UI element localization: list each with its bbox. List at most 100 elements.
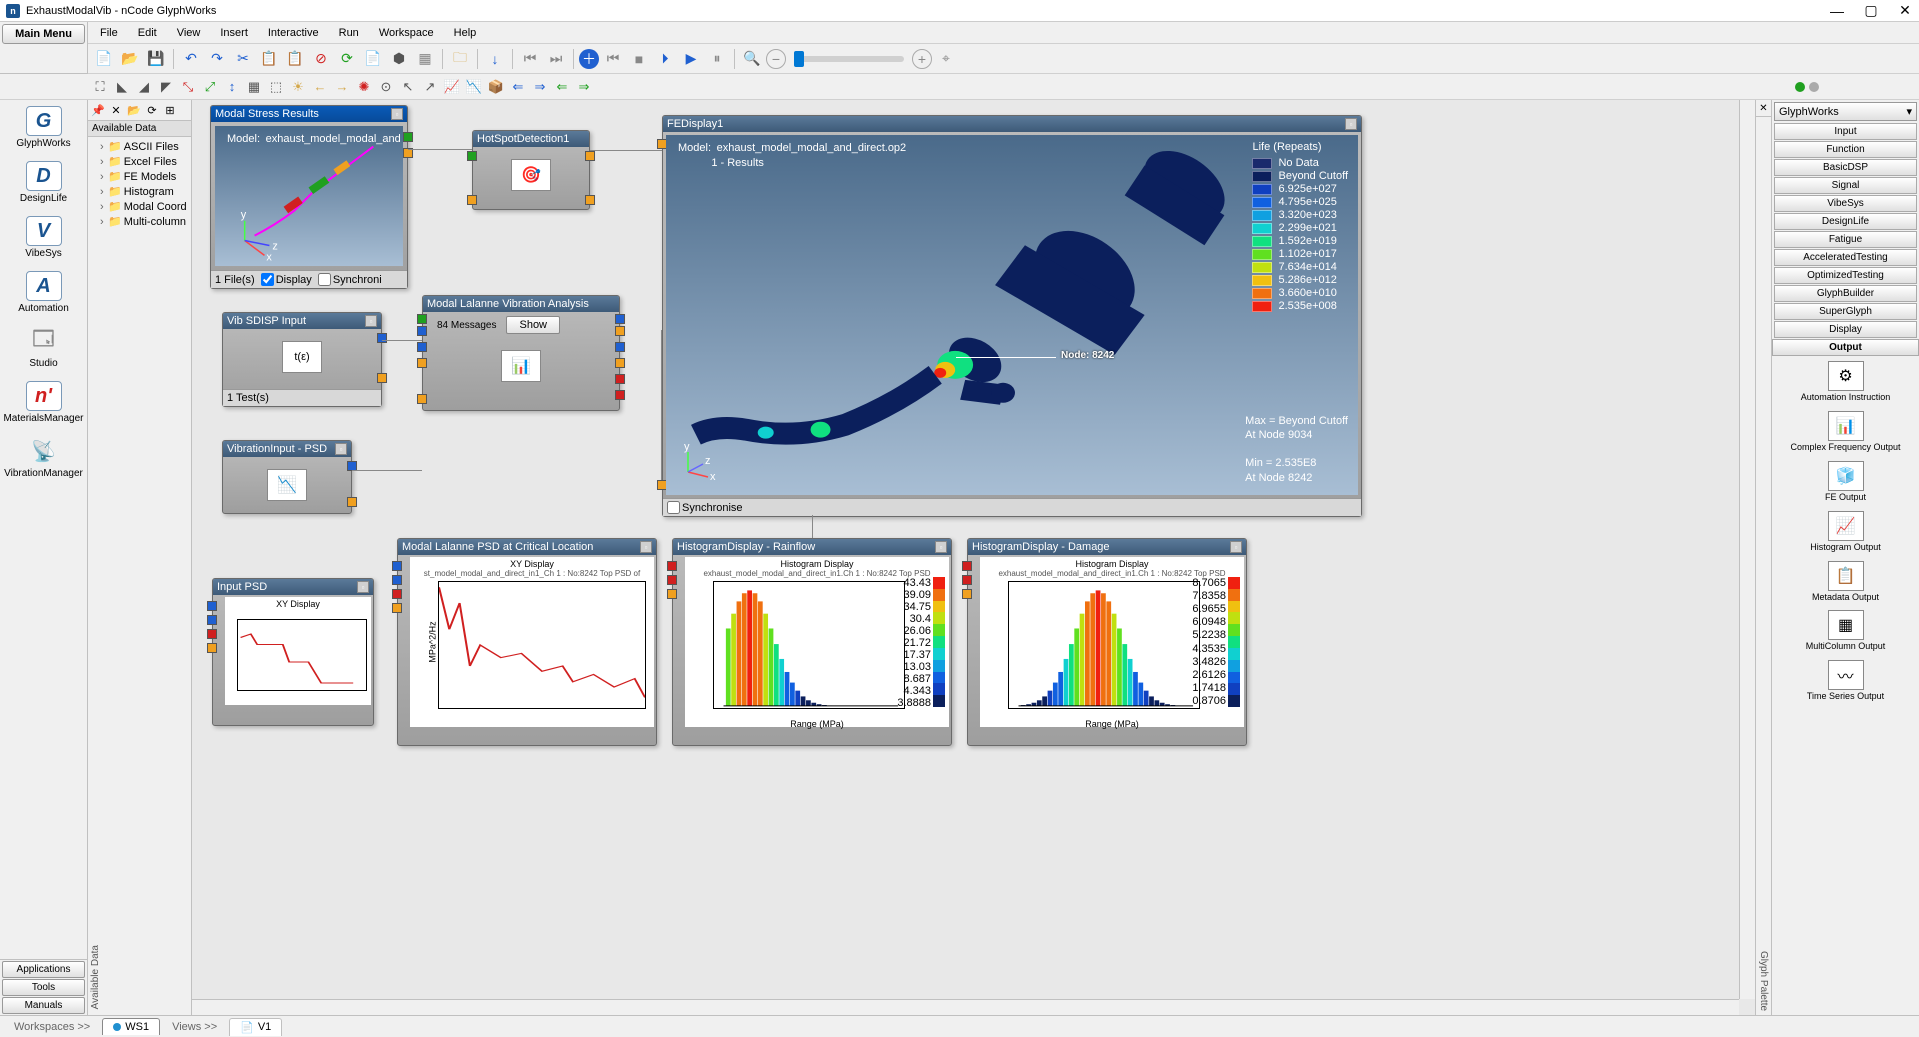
a-left2-icon[interactable]: ⇐ <box>552 77 572 97</box>
palette-cat-display[interactable]: Display <box>1774 321 1917 338</box>
fe-viewport[interactable]: Model: exhaust_model_modal_and_direct.op… <box>666 135 1358 495</box>
port[interactable] <box>207 643 217 653</box>
view-tab[interactable]: 📄V1 <box>229 1018 282 1036</box>
palette-cat-fatigue[interactable]: Fatigue <box>1774 231 1917 248</box>
down-icon[interactable]: ↓ <box>483 47 507 71</box>
box-icon[interactable]: 📦 <box>486 77 506 97</box>
port[interactable] <box>417 326 427 336</box>
tree-item[interactable]: ›📁Histogram <box>90 184 189 199</box>
workspaces-label[interactable]: Workspaces >> <box>6 1019 98 1035</box>
port[interactable] <box>962 561 972 571</box>
new-icon[interactable]: 📄 <box>92 47 116 71</box>
port[interactable] <box>615 326 625 336</box>
palette-cat-basicdsp[interactable]: BasicDSP <box>1774 159 1917 176</box>
show-button[interactable]: Show <box>506 316 560 334</box>
maximize-icon[interactable]: ▫ <box>1230 541 1242 553</box>
redo-icon[interactable]: ↷ <box>205 47 229 71</box>
left-bottom-applications[interactable]: Applications <box>2 961 85 978</box>
tree-item[interactable]: ›📁Excel Files <box>90 154 189 169</box>
node-histogram-damage[interactable]: HistogramDisplay - Damage ▫ Histogram Di… <box>967 538 1247 746</box>
node-title[interactable]: HistogramDisplay - Rainflow ▫ <box>673 539 951 555</box>
port[interactable] <box>615 358 625 368</box>
left-menu-vibesys[interactable]: VVibeSys <box>0 210 87 265</box>
port[interactable] <box>585 195 595 205</box>
delete-icon[interactable]: ⊘ <box>309 47 333 71</box>
port[interactable] <box>467 151 477 161</box>
zoom-in-icon[interactable]: + <box>912 49 932 69</box>
zoom-out-icon[interactable]: − <box>766 49 786 69</box>
port[interactable] <box>585 151 595 161</box>
port[interactable] <box>667 575 677 585</box>
play-icon[interactable]: ▶ <box>679 47 703 71</box>
step-back-icon[interactable]: ⏮ <box>518 47 542 71</box>
vertical-scrollbar[interactable] <box>1739 100 1755 999</box>
step-fwd-icon[interactable]: ⏭ <box>544 47 568 71</box>
save-icon[interactable]: 💾 <box>144 47 168 71</box>
palette-item[interactable]: ⚙Automation Instruction <box>1776 361 1915 403</box>
workspace-canvas[interactable]: Modal Stress Results ▫ Model: exhaust_mo… <box>192 100 1755 1015</box>
node-lalanne[interactable]: Modal Lalanne Vibration Analysis 84 Mess… <box>422 295 620 411</box>
node-title[interactable]: VibrationInput - PSD ▫ <box>223 441 351 457</box>
close-button[interactable]: ✕ <box>1897 3 1913 19</box>
cut-icon[interactable]: ✂ <box>231 47 255 71</box>
maximize-icon[interactable]: ▫ <box>357 581 369 593</box>
maximize-icon[interactable]: ▫ <box>335 443 347 455</box>
a-right2-icon[interactable]: ⇒ <box>574 77 594 97</box>
port[interactable] <box>417 314 427 324</box>
workspace-tab[interactable]: WS1 <box>102 1018 160 1035</box>
horizontal-scrollbar[interactable] <box>192 999 1739 1015</box>
clear-icon[interactable]: 🗀 <box>448 47 472 71</box>
palette-cat-input[interactable]: Input <box>1774 123 1917 140</box>
node-input-psd[interactable]: Input PSD ▫ XY Display <box>212 578 374 726</box>
axis3-icon[interactable]: ↕ <box>222 77 242 97</box>
menu-workspace[interactable]: Workspace <box>369 25 444 41</box>
paste-icon[interactable]: 📋 <box>283 47 307 71</box>
port[interactable] <box>417 342 427 352</box>
node-vib-sdisp[interactable]: Vib SDISP Input ▫ t(ε) 1 Test(s) <box>222 312 382 407</box>
node-title[interactable]: Vib SDISP Input ▫ <box>223 313 381 329</box>
port[interactable] <box>347 497 357 507</box>
palette-item[interactable]: ▦MultiColumn Output <box>1776 610 1915 652</box>
port[interactable] <box>403 132 413 142</box>
left-menu-materialsmanager[interactable]: n'MaterialsManager <box>0 375 87 430</box>
sync-checkbox[interactable]: Synchronise <box>667 501 743 514</box>
node-title[interactable]: Modal Lalanne PSD at Critical Location ▫ <box>398 539 656 555</box>
rarrow-icon[interactable]: → <box>332 77 352 97</box>
menu-help[interactable]: Help <box>444 25 487 41</box>
port[interactable] <box>417 358 427 368</box>
port[interactable] <box>667 589 677 599</box>
add-icon[interactable]: ＋ <box>579 49 599 69</box>
left-menu-studio[interactable]: 🗔Studio <box>0 320 87 375</box>
maximize-icon[interactable]: ▫ <box>365 315 377 327</box>
palette-category-active[interactable]: Output <box>1772 339 1919 356</box>
palette-header[interactable]: GlyphWorks▾ <box>1774 102 1917 121</box>
palette-cat-acceleratedtesting[interactable]: AcceleratedTesting <box>1774 249 1917 266</box>
port[interactable] <box>962 589 972 599</box>
data-tb-icon-0[interactable]: 📌 <box>90 102 106 118</box>
port[interactable] <box>392 561 402 571</box>
palette-item[interactable]: 🧊FE Output <box>1776 461 1915 503</box>
port[interactable] <box>392 603 402 613</box>
menu-interactive[interactable]: Interactive <box>258 25 329 41</box>
port[interactable] <box>403 148 413 158</box>
a-right-icon[interactable]: ⇒ <box>530 77 550 97</box>
tile-icon[interactable]: ▦ <box>413 47 437 71</box>
views-label[interactable]: Views >> <box>164 1019 225 1035</box>
menu-edit[interactable]: Edit <box>128 25 167 41</box>
left-menu-designlife[interactable]: DDesignLife <box>0 155 87 210</box>
palette-cat-optimizedtesting[interactable]: OptimizedTesting <box>1774 267 1917 284</box>
data-tb-icon-4[interactable]: ⊞ <box>162 102 178 118</box>
node-title[interactable]: HotSpotDetection1 <box>473 131 589 147</box>
a-left-icon[interactable]: ⇐ <box>508 77 528 97</box>
palette-cat-glyphbuilder[interactable]: GlyphBuilder <box>1774 285 1917 302</box>
close-icon[interactable]: ✕ <box>1758 102 1769 114</box>
menu-run[interactable]: Run <box>329 25 369 41</box>
data-tb-icon-3[interactable]: ⟳ <box>144 102 160 118</box>
palette-item[interactable]: 📈Histogram Output <box>1776 511 1915 553</box>
node-vib-psd[interactable]: VibrationInput - PSD ▫ 📉 <box>222 440 352 514</box>
maximize-icon[interactable]: ▫ <box>391 108 403 120</box>
open-icon[interactable]: 📂 <box>118 47 142 71</box>
left-bottom-manuals[interactable]: Manuals <box>2 997 85 1014</box>
fit-icon[interactable]: ⛶ <box>90 77 110 97</box>
pick-icon[interactable]: ↖ <box>398 77 418 97</box>
